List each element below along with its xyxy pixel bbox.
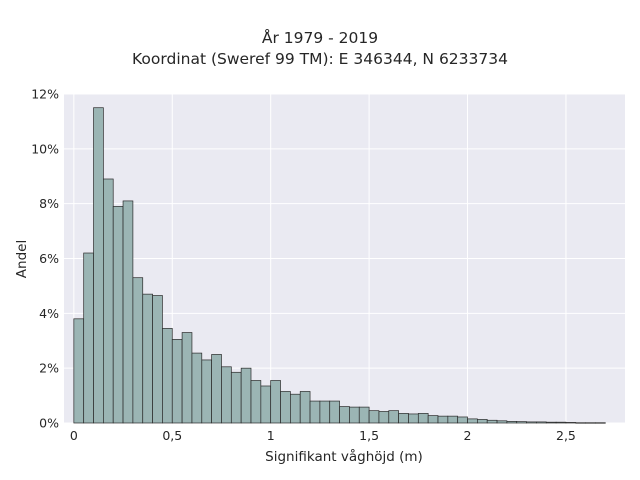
histogram-bar xyxy=(299,391,311,424)
histogram-bar xyxy=(555,421,567,424)
x-tick-label: 1,5 xyxy=(359,428,379,443)
chart-title: År 1979 - 2019 xyxy=(261,29,379,47)
y-axis-label: Andel xyxy=(14,240,30,278)
histogram-bar xyxy=(506,421,518,424)
histogram-bar xyxy=(191,352,203,424)
chart-subtitle: Koordinat (Sweref 99 TM): E 346344, N 62… xyxy=(132,50,508,68)
histogram-bar xyxy=(477,419,488,424)
x-axis-label: Signifikant våghöjd (m) xyxy=(265,448,423,465)
histogram-bar xyxy=(417,413,429,424)
histogram-bar xyxy=(103,178,114,424)
histogram-bar xyxy=(408,413,419,424)
histogram-bar xyxy=(83,252,94,424)
y-tick-label: 4% xyxy=(39,306,59,321)
histogram-bar xyxy=(486,419,498,424)
x-tick-label: 1 xyxy=(267,428,275,443)
x-gridlines xyxy=(73,94,567,423)
histogram-bar xyxy=(329,400,340,424)
y-tick-label: 8% xyxy=(39,196,59,211)
histogram-bar xyxy=(211,354,222,424)
histogram-bar xyxy=(152,295,163,424)
x-tick-label: 0,5 xyxy=(162,428,182,443)
y-tick-label: 12% xyxy=(31,87,59,102)
histogram-bar xyxy=(398,413,409,424)
histogram-bar xyxy=(112,206,124,424)
histogram-bar xyxy=(427,415,439,424)
histogram-bar xyxy=(319,400,331,424)
histogram-bar xyxy=(545,421,557,424)
histogram-bar xyxy=(388,410,399,424)
histogram-bar xyxy=(585,422,596,424)
histogram-bar xyxy=(358,406,370,424)
histogram-bar xyxy=(132,277,144,424)
histogram-bar xyxy=(250,380,262,424)
histogram-bars xyxy=(73,107,606,424)
histogram-bar xyxy=(595,422,606,424)
histogram-bar xyxy=(73,318,85,424)
histogram-bar xyxy=(378,411,390,424)
histogram-bar xyxy=(122,200,134,424)
histogram-bar xyxy=(467,418,478,424)
histogram-bar xyxy=(260,385,272,424)
histogram-bar xyxy=(201,359,212,424)
y-tick-label: 0% xyxy=(39,416,59,431)
histogram-bar xyxy=(437,415,449,424)
y-tick-labels: 0% 2% 4% 6% 8% 10% 12% xyxy=(31,87,59,431)
histogram-bar xyxy=(349,406,360,424)
histogram-bar xyxy=(496,420,508,424)
histogram-bar xyxy=(221,366,232,424)
histogram-bar xyxy=(270,380,281,424)
x-tick-label: 2,5 xyxy=(556,428,576,443)
y-tick-label: 10% xyxy=(31,141,59,156)
x-tick-label: 0 xyxy=(70,428,78,443)
histogram-bar xyxy=(565,422,577,424)
histogram-bar xyxy=(368,410,380,424)
histogram-bar xyxy=(240,367,252,424)
histogram-bar xyxy=(181,332,193,424)
histogram-bar xyxy=(230,371,242,424)
x-tick-labels: 0 0,5 1 1,5 2 2,5 xyxy=(70,428,576,443)
histogram-bar xyxy=(162,328,173,424)
histogram-bar xyxy=(290,393,301,424)
histogram-bar xyxy=(93,107,104,424)
histogram-bar xyxy=(526,421,537,424)
histogram-bar xyxy=(447,415,459,424)
histogram-bar xyxy=(536,421,547,424)
x-tick-label: 2 xyxy=(464,428,472,443)
histogram-bar xyxy=(516,421,527,424)
histogram-bar xyxy=(142,293,153,424)
histogram-bar xyxy=(309,400,321,424)
histogram-bar xyxy=(171,339,183,424)
y-tick-label: 6% xyxy=(39,251,59,266)
histogram-bar xyxy=(339,406,350,424)
y-tick-label: 2% xyxy=(39,361,59,376)
histogram-bar xyxy=(280,391,291,424)
histogram-bar xyxy=(457,416,468,424)
histogram-bar xyxy=(575,422,586,424)
